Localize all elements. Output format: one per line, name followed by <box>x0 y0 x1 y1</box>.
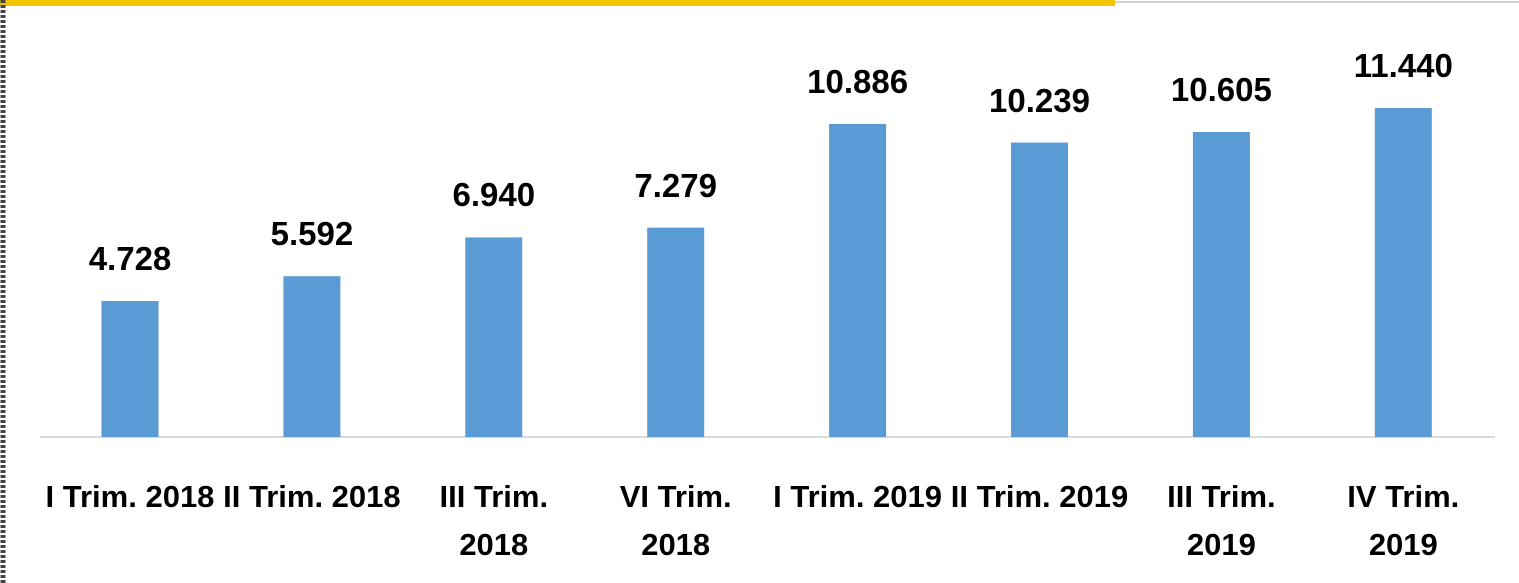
x-tick-label: I Trim. 2019 <box>773 479 943 514</box>
value-label: 6.940 <box>452 176 536 214</box>
bar <box>465 237 523 437</box>
value-label: 7.279 <box>634 166 717 204</box>
x-tick-label: I Trim. 2018 <box>45 479 215 514</box>
value-label: 11.440 <box>1353 47 1453 84</box>
bar <box>283 276 341 437</box>
top-accent <box>0 0 1115 6</box>
bar <box>1192 132 1250 437</box>
value-label: 10.239 <box>989 81 1090 119</box>
bar <box>829 123 887 437</box>
bar <box>647 227 705 437</box>
value-label: 10.886 <box>807 62 909 100</box>
bar <box>1011 142 1068 437</box>
x-tick-label: II Trim. 2019 <box>950 479 1129 514</box>
x-tick-label: IV Trim. 2019 <box>1347 479 1460 562</box>
bar <box>1374 108 1432 437</box>
value-label: 5.592 <box>270 215 354 253</box>
value-label: 10.605 <box>1170 71 1272 108</box>
bar <box>101 301 159 437</box>
value-label: 4.728 <box>88 240 172 278</box>
x-tick-label: III Trim. 2018 <box>439 479 549 562</box>
x-tick-label: VI Trim. 2018 <box>619 479 732 562</box>
x-tick-label: II Trim. 2018 <box>223 479 401 514</box>
x-tick-label: III Trim. 2019 <box>1167 479 1276 562</box>
